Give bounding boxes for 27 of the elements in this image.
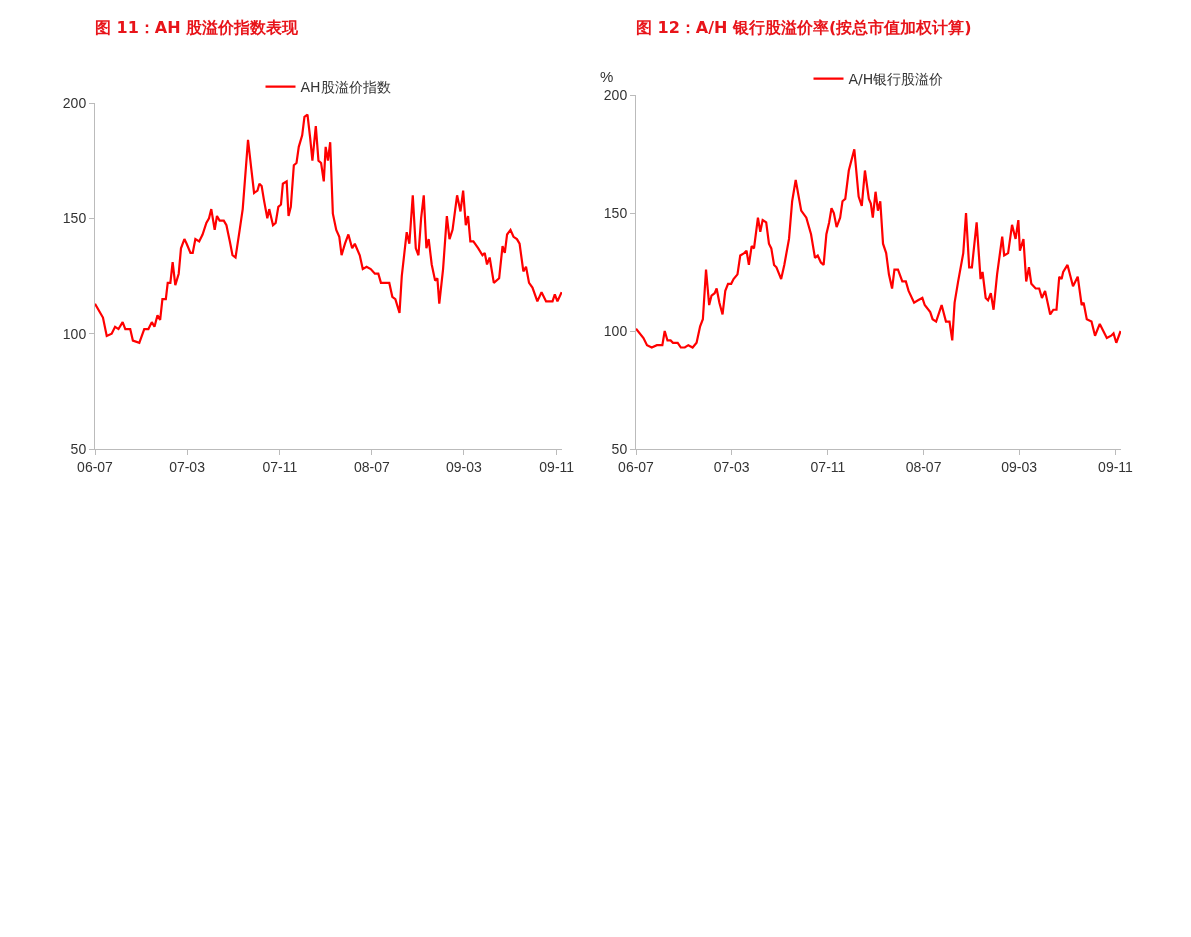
x-tick-label: 07-03 (169, 458, 206, 475)
y-tick-label: 50 (70, 440, 87, 457)
y-tick-label: 150 (62, 210, 87, 227)
x-tick-label: 07-03 (713, 458, 750, 475)
legend-label: A/H银行股溢价 (848, 71, 944, 88)
y-tick-label: 100 (62, 325, 87, 342)
line-series (636, 148, 1121, 349)
y-axis-title: % (600, 68, 614, 85)
x-tick-label: 09-03 (1001, 458, 1038, 475)
x-tick-label: 06-07 (77, 458, 114, 475)
legend-label: AH股溢价指数 (300, 79, 391, 96)
y-tick-label: 150 (603, 204, 628, 221)
x-tick-label: 07-11 (262, 458, 298, 475)
x-tick-label: 09-03 (445, 458, 483, 475)
y-tick-label: 200 (603, 86, 628, 103)
x-tick-label: 09-11 (1098, 458, 1134, 475)
chart-title: 图 11：AH 股溢价指数表现 (95, 17, 300, 37)
y-tick-label: 50 (611, 440, 628, 457)
x-tick-label: 07-11 (810, 458, 846, 475)
x-tick-label: 09-11 (539, 458, 575, 475)
line-series (95, 113, 562, 344)
x-tick-label: 08-07 (905, 458, 942, 475)
x-tick-label: 06-07 (618, 458, 655, 475)
x-tick-label: 08-07 (353, 458, 390, 475)
y-tick-label: 200 (62, 94, 87, 111)
chart-title: 图 12：A/H 银行股溢价率(按总市值加权计算) (636, 17, 972, 37)
y-tick-label: 100 (603, 322, 628, 339)
